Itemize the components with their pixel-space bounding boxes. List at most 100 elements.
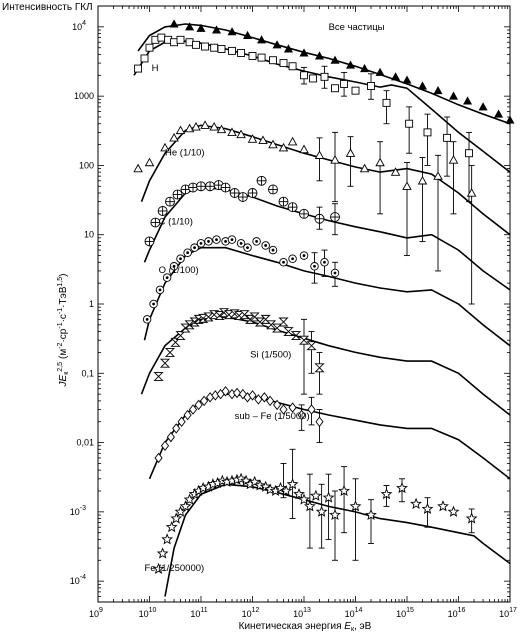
data-point	[257, 53, 266, 62]
point-bowtie-top	[175, 331, 186, 337]
data-point	[314, 363, 325, 373]
point-triangle-open	[433, 171, 443, 180]
series-label: Fe (1/250000)	[145, 563, 205, 574]
y-tick-label: 10-4	[70, 574, 86, 586]
data-point	[170, 38, 179, 47]
y-tick-mantissa: 10	[70, 576, 80, 586]
point-triangle-open	[191, 121, 201, 131]
x-tick-mantissa: 10	[139, 609, 149, 619]
point-bowtie-bottom	[184, 324, 195, 330]
data-point	[396, 481, 408, 494]
point-dot	[323, 260, 326, 264]
error-bar	[377, 141, 384, 215]
point-square-open	[210, 43, 219, 52]
error-bars	[280, 65, 475, 561]
data-point	[184, 320, 195, 330]
point-diamond-open	[154, 452, 163, 464]
data-point	[169, 19, 179, 28]
data-point	[174, 505, 187, 517]
data-point	[252, 237, 261, 246]
point-square-open	[145, 43, 154, 52]
data-point	[463, 96, 473, 105]
x-tick-label: 1011	[190, 607, 207, 619]
point-triangle-filled	[196, 23, 206, 32]
x-tick-exponent: 16	[458, 607, 466, 614]
data-point	[447, 505, 460, 517]
data-point	[156, 547, 169, 559]
data-point	[235, 472, 247, 484]
data-point	[169, 262, 179, 271]
point-star-open	[298, 493, 310, 505]
point-square-open	[140, 54, 149, 63]
x-tick-label: 1017	[499, 607, 517, 619]
point-diamond-open	[273, 399, 282, 411]
data-point	[268, 184, 278, 195]
point-bowtie-bottom	[164, 351, 176, 357]
model-curve	[140, 316, 511, 416]
point-bowtie-bottom	[290, 334, 302, 341]
point-dot	[215, 238, 218, 242]
point-triangle-open	[278, 142, 289, 152]
data-point	[216, 124, 227, 134]
y-tick-mantissa: 0,01	[76, 438, 94, 448]
point-bowtie-top	[283, 327, 294, 333]
y-tick-label: 10-3	[70, 505, 86, 517]
data-point	[279, 404, 288, 415]
point-triangle-filled	[391, 72, 401, 81]
error-bar	[404, 162, 410, 257]
data-point	[160, 142, 170, 152]
point-dot	[172, 264, 176, 268]
data-point	[247, 188, 258, 198]
x-tick-mantissa: 10	[242, 609, 252, 619]
data-point	[268, 139, 278, 149]
error-bar	[352, 478, 359, 561]
data-point	[375, 157, 385, 167]
error-bar	[466, 131, 473, 203]
point-diamond-open	[188, 404, 198, 415]
point-star-open	[315, 505, 328, 517]
error-bar	[368, 499, 375, 544]
point-bowtie-bottom	[159, 362, 171, 368]
data-point	[299, 144, 309, 154]
data-point	[494, 109, 504, 118]
point-bowtie-top	[298, 335, 310, 341]
point-diamond-open	[254, 394, 263, 405]
plot-frame	[97, 5, 511, 603]
point-dot	[246, 246, 249, 250]
data-point	[176, 35, 185, 44]
x-tick-mantissa: 10	[190, 609, 200, 619]
error-bar	[383, 90, 390, 125]
data-point	[273, 399, 282, 411]
data-point	[183, 409, 192, 421]
point-star-open	[165, 521, 178, 533]
point-triangle-filled	[283, 44, 294, 53]
model-curve	[143, 246, 511, 347]
y-tick-label: 104	[72, 20, 86, 32]
data-point	[349, 500, 362, 512]
x-tick-exponent: 17	[509, 607, 517, 614]
point-bowtie-bottom	[153, 375, 164, 381]
x-axis-label-e: E	[344, 621, 351, 632]
data-point	[256, 175, 267, 186]
point-dot	[313, 264, 316, 268]
y-axis-label: JEк2,5(м-2·ср-1·с-1·ТэВ1,5)	[57, 274, 70, 388]
data-point	[175, 331, 186, 341]
data-point	[310, 262, 319, 271]
data-point	[286, 478, 299, 490]
data-point	[144, 236, 155, 247]
x-tick-label: 1010	[139, 607, 157, 619]
data-point	[166, 431, 175, 443]
x-tick-label: 1014	[345, 607, 363, 619]
point-triangle-open	[268, 139, 278, 149]
point-square-open	[367, 82, 375, 90]
error-bar	[424, 497, 431, 528]
point-bowtie-top	[260, 314, 271, 321]
point-star-open	[248, 475, 261, 487]
data-point	[157, 206, 168, 216]
data-point	[144, 157, 155, 167]
point-star-open	[286, 478, 299, 490]
data-point	[196, 23, 206, 32]
series-label: sub – Fe (1/5000)	[235, 411, 310, 422]
series-labels: Все частицы Н He (1/10) C (1/10) O (1/100) Si…	[145, 22, 385, 574]
point-square-open	[279, 59, 288, 68]
